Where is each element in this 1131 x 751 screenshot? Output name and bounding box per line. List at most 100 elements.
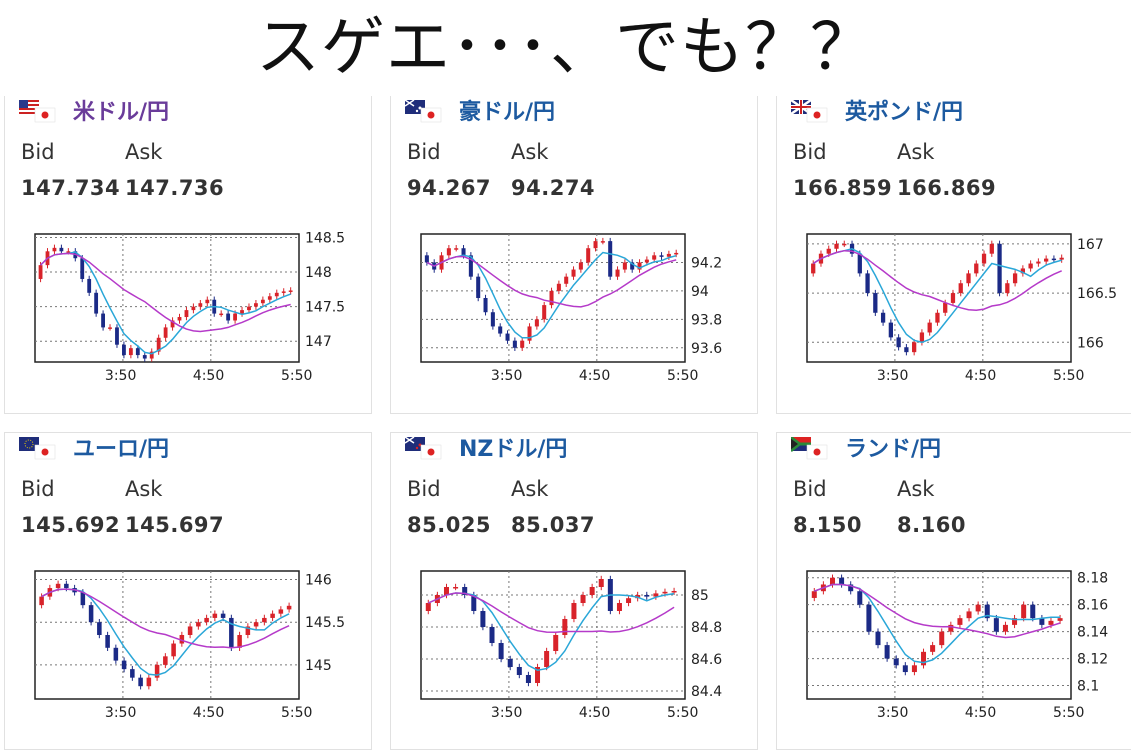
candle bbox=[270, 610, 275, 622]
ask-label: Ask bbox=[125, 477, 163, 501]
candle bbox=[170, 317, 175, 331]
gb-jp-flag-icon bbox=[790, 98, 831, 126]
ma-slow-line bbox=[427, 592, 675, 634]
rate-card-gbpjpy[interactable]: 英ポンド/円 Bid Ask 166.859 166.869 167 166.5 166 3:5… bbox=[776, 96, 1131, 414]
candle bbox=[480, 607, 486, 631]
candle bbox=[935, 309, 940, 326]
currency-pair-link[interactable]: ユーロ/円 bbox=[73, 437, 170, 462]
currency-pair-link[interactable]: 豪ドル/円 bbox=[459, 100, 556, 125]
candle bbox=[219, 310, 224, 317]
candle bbox=[94, 289, 99, 317]
candle bbox=[984, 601, 990, 622]
ma-slow-line bbox=[41, 588, 290, 649]
candle bbox=[902, 662, 908, 676]
plot-frame bbox=[420, 570, 686, 700]
chart-container[interactable]: 146 145.5 145 3:50 4:50 5:50 bbox=[5, 561, 365, 725]
y-tick-label: 94 bbox=[691, 284, 709, 300]
candle bbox=[958, 280, 963, 297]
y-tick-label: 8.1 bbox=[1077, 679, 1099, 695]
candle bbox=[281, 288, 286, 297]
ma-fast-line bbox=[426, 251, 677, 339]
candle bbox=[171, 640, 176, 660]
x-tick-label: 4:50 bbox=[965, 368, 996, 384]
candle bbox=[580, 591, 586, 607]
candle bbox=[598, 575, 604, 591]
plot-frame bbox=[806, 233, 1072, 363]
candle bbox=[177, 313, 182, 324]
candle bbox=[490, 309, 495, 330]
candle bbox=[527, 323, 532, 344]
candle bbox=[1051, 255, 1057, 263]
candle bbox=[615, 266, 620, 280]
candle bbox=[948, 621, 954, 635]
candle bbox=[52, 244, 57, 255]
x-tick-label: 3:50 bbox=[877, 705, 908, 721]
rate-card-eurjpy[interactable]: ユーロ/円 Bid Ask 145.692 145.697 146 145.5 145 3:50… bbox=[4, 432, 372, 750]
candle bbox=[912, 339, 917, 356]
rate-card-audjpy[interactable]: 豪ドル/円 Bid Ask 94.267 94.274 94.2 94 93.8 93.6 3:5… bbox=[390, 96, 758, 414]
candle bbox=[534, 316, 539, 330]
candle bbox=[857, 588, 863, 608]
y-tick-label: 8.18 bbox=[1077, 571, 1108, 587]
bid-value: 147.734 bbox=[21, 176, 121, 200]
ma-slow-line bbox=[426, 255, 677, 308]
candle bbox=[848, 581, 854, 595]
candle bbox=[424, 252, 429, 266]
bid-value: 166.859 bbox=[793, 176, 893, 200]
candle bbox=[549, 287, 554, 309]
chart-container[interactable]: 94.2 94 93.8 93.6 3:50 4:50 5:50 bbox=[391, 224, 751, 388]
x-tick-label: 3:50 bbox=[491, 368, 522, 384]
candle bbox=[1039, 614, 1045, 629]
candle bbox=[893, 655, 899, 669]
candle bbox=[589, 583, 595, 599]
candle bbox=[113, 644, 119, 664]
candle bbox=[839, 574, 845, 588]
candle bbox=[154, 661, 160, 681]
candle bbox=[142, 351, 147, 362]
x-tick-label: 5:50 bbox=[667, 705, 698, 721]
y-tick-label: 8.12 bbox=[1077, 652, 1108, 668]
candle bbox=[196, 619, 201, 630]
x-tick-label: 3:50 bbox=[877, 368, 908, 384]
rate-card-nzdjpy[interactable]: NZドル/円 Bid Ask 85.025 85.037 85 84.8 84.6 84.4 3:… bbox=[390, 432, 758, 750]
candle bbox=[135, 344, 140, 359]
candle bbox=[993, 614, 999, 635]
currency-pair-link[interactable]: 英ポンド/円 bbox=[845, 100, 964, 125]
currency-pair-link[interactable]: 米ドル/円 bbox=[73, 100, 170, 125]
ma-slow-line bbox=[40, 252, 291, 333]
currency-pair-link[interactable]: ランド/円 bbox=[845, 437, 942, 462]
candle bbox=[997, 240, 1002, 297]
candle bbox=[115, 324, 119, 348]
x-tick-label: 3:50 bbox=[105, 368, 136, 384]
chart-container[interactable]: 148.5 148 147.5 147 3:50 4:50 5:50 bbox=[5, 224, 365, 388]
currency-pair-link[interactable]: NZドル/円 bbox=[459, 437, 568, 462]
candle bbox=[184, 306, 189, 321]
candle bbox=[939, 628, 945, 649]
y-tick-label: 146 bbox=[305, 573, 332, 589]
rate-card-zarjpy[interactable]: ランド/円 Bid Ask 8.150 8.160 8.18 8.16 8.14 8.12 8.1… bbox=[776, 432, 1131, 750]
candle bbox=[865, 270, 870, 297]
rate-card-usdjpy[interactable]: 米ドル/円 Bid Ask 147.734 147.736 148.5 148 147.5 14… bbox=[4, 96, 372, 414]
bid-value: 85.025 bbox=[407, 513, 492, 537]
y-tick-label: 148.5 bbox=[305, 230, 345, 246]
candle bbox=[260, 296, 265, 307]
candle bbox=[875, 628, 881, 649]
bid-value: 94.267 bbox=[407, 176, 492, 200]
x-tick-label: 4:50 bbox=[579, 705, 610, 721]
y-tick-label: 148 bbox=[305, 265, 332, 281]
candle bbox=[911, 662, 917, 676]
candle bbox=[622, 259, 627, 273]
candle bbox=[608, 237, 613, 280]
candle bbox=[462, 583, 468, 599]
chart-container[interactable]: 8.18 8.16 8.14 8.12 8.1 3:50 4:50 5:50 bbox=[777, 561, 1131, 725]
candle bbox=[644, 591, 650, 600]
chart-container[interactable]: 167 166.5 166 3:50 4:50 5:50 bbox=[777, 224, 1131, 388]
candle bbox=[516, 663, 522, 679]
candle bbox=[138, 674, 143, 690]
chart-container[interactable]: 85 84.8 84.6 84.4 3:50 4:50 5:50 bbox=[391, 561, 751, 725]
candle bbox=[630, 259, 635, 273]
candle bbox=[1057, 614, 1063, 625]
y-tick-label: 84.6 bbox=[691, 652, 722, 668]
candle bbox=[286, 602, 292, 613]
candle bbox=[896, 334, 901, 351]
